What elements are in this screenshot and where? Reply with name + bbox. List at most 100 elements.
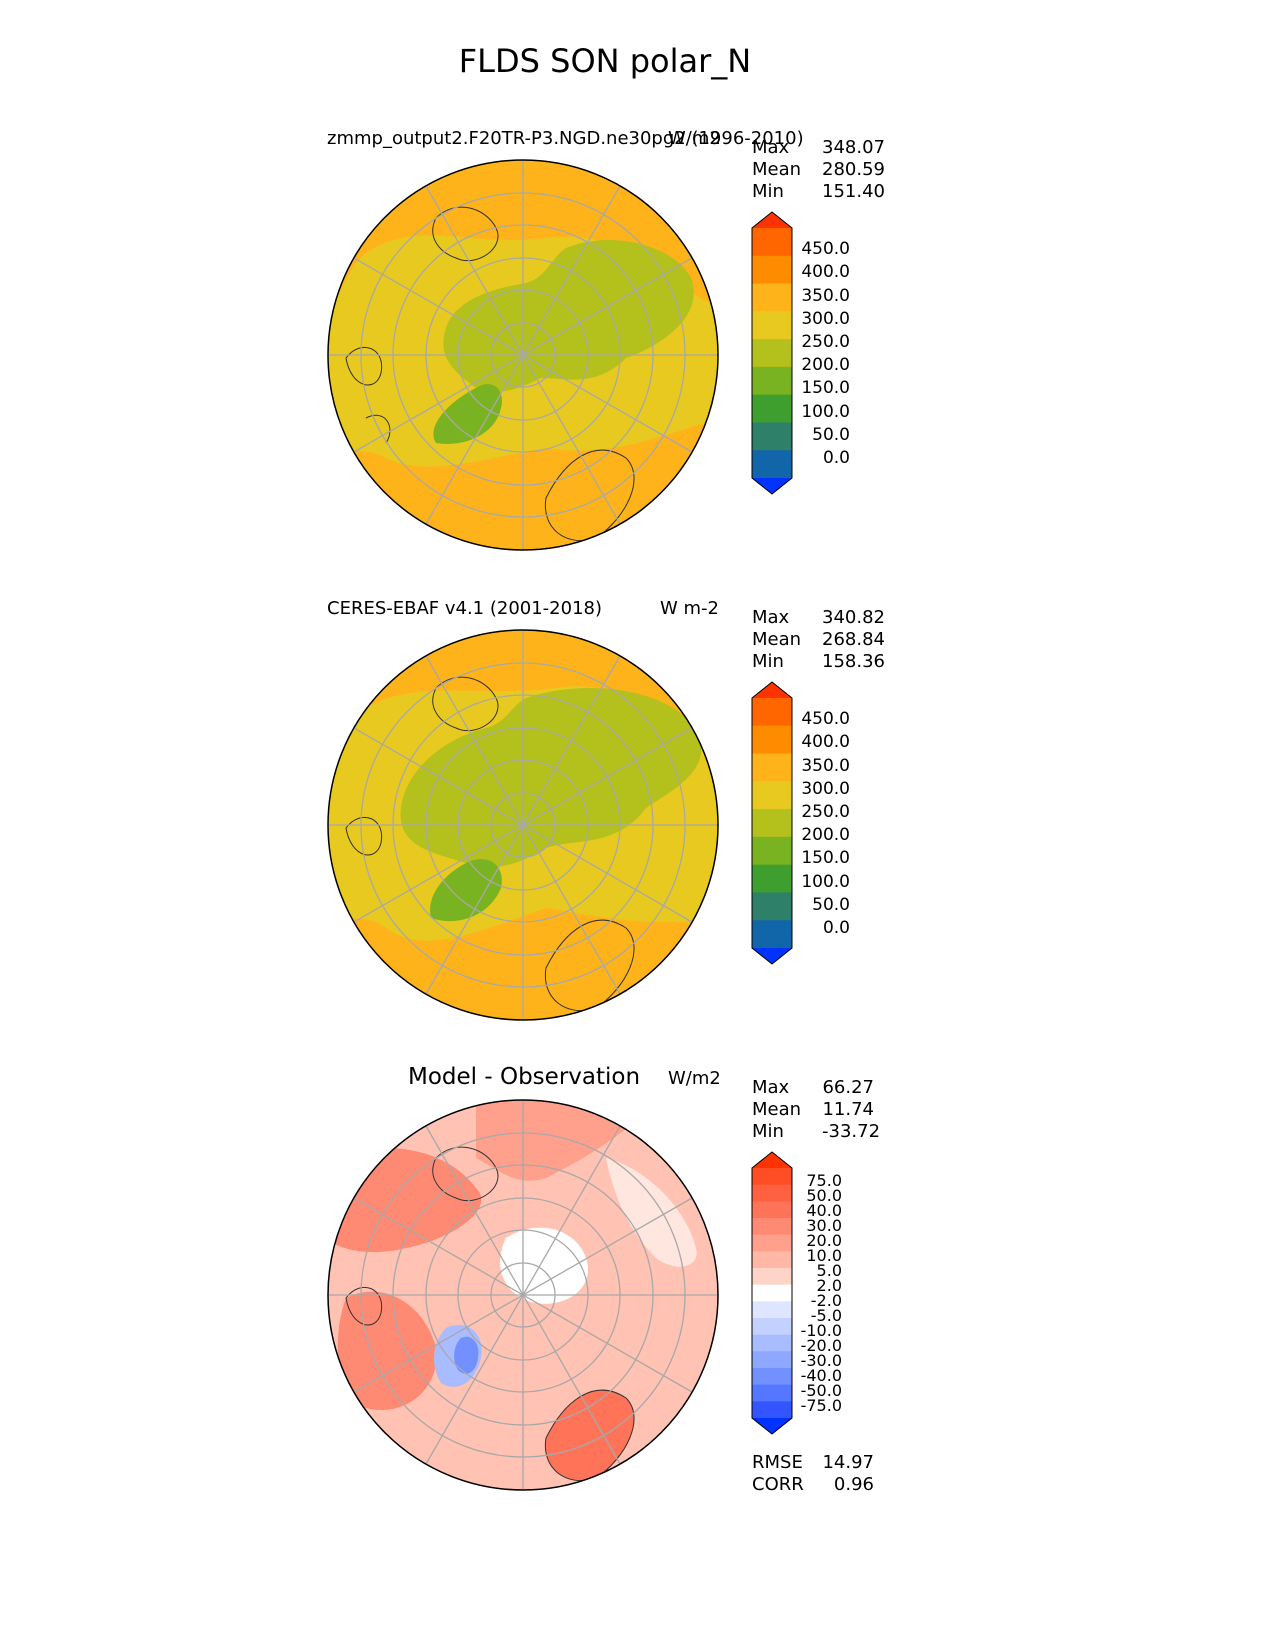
cb-tick: 40.0 — [806, 1201, 842, 1220]
panel2-units: W m-2 — [660, 598, 720, 619]
panel2-stats: Max 340.82 Mean 268.84 Min 158.36 — [752, 607, 885, 673]
max-value: 66.27 — [822, 1077, 874, 1098]
colorbar-segment — [752, 339, 792, 368]
cb-tick: 300.0 — [801, 309, 850, 329]
cb-tick: 0.0 — [822, 448, 850, 468]
colorbar-segment — [752, 864, 792, 893]
colorbar-segment — [752, 1301, 792, 1319]
cb-tick: 250.0 — [801, 802, 850, 822]
mean-label: Mean — [752, 629, 802, 650]
max-label: Max — [752, 607, 790, 628]
cb-tick: -30.0 — [800, 1351, 842, 1370]
colorbar-segment — [752, 1168, 792, 1186]
colorbar-extension-bottom — [752, 1418, 792, 1434]
colorbar-extension-bottom — [752, 948, 792, 964]
mean-label: Mean — [752, 1099, 802, 1120]
colorbar-segment — [752, 1368, 792, 1386]
max-value: 348.07 — [822, 137, 885, 158]
panel2-colorbar — [751, 681, 793, 965]
colorbar-segment — [752, 809, 792, 838]
cb-tick: 100.0 — [801, 402, 850, 422]
corr-label: CORR — [752, 1474, 804, 1495]
colorbar-segment — [752, 781, 792, 810]
max-value: 340.82 — [822, 607, 885, 628]
colorbar-segment — [752, 311, 792, 340]
mean-value: 11.74 — [822, 1099, 874, 1120]
max-label: Max — [752, 137, 790, 158]
colorbar-extension-bottom — [752, 478, 792, 494]
cb-tick: 20.0 — [806, 1231, 842, 1250]
cb-tick: 450.0 — [801, 709, 850, 729]
panel1-units: W/m2 — [668, 128, 721, 149]
panel1-stats: Max 348.07 Mean 280.59 Min 151.40 — [752, 137, 885, 203]
colorbar-segment — [752, 1201, 792, 1219]
panel1-colorbar — [751, 211, 793, 495]
panel3-colorbar — [751, 1151, 793, 1435]
cb-tick: 5.0 — [816, 1261, 842, 1280]
cb-tick: 200.0 — [801, 355, 850, 375]
figure-title: FLDS SON polar_N — [458, 42, 752, 80]
colorbar-segment — [752, 228, 792, 257]
colorbar-segment — [752, 698, 792, 727]
cb-tick: 450.0 — [801, 239, 850, 259]
max-label: Max — [752, 1077, 790, 1098]
cb-tick: 75.0 — [806, 1171, 842, 1190]
colorbar-segment — [752, 836, 792, 866]
colorbar-extension-top — [752, 1152, 792, 1168]
panel1-title: zmmp_output2.F20TR-P3.NGD.ne30pg2 (1996-… — [327, 128, 804, 149]
colorbar-segment — [752, 920, 792, 949]
panel3-title: Model - Observation — [408, 1064, 641, 1090]
colorbar-segment — [752, 1284, 792, 1302]
cb-tick: 50.0 — [806, 1186, 842, 1205]
colorbar-segment — [752, 422, 792, 451]
colorbar-segment — [752, 1384, 792, 1402]
cb-tick: -20.0 — [800, 1336, 842, 1355]
colorbar-outline — [751, 211, 793, 495]
panel3-stats: Max 66.27 Mean 11.74 Min -33.72 — [752, 1077, 880, 1143]
colorbar-segment — [752, 753, 792, 782]
cb-tick: 50.0 — [812, 425, 850, 445]
colorbar-segment — [752, 1234, 792, 1252]
colorbar-segment — [752, 283, 792, 312]
min-label: Min — [752, 1121, 784, 1142]
colorbar-extension-top — [752, 682, 792, 698]
colorbar-segment — [752, 450, 792, 479]
min-value: 158.36 — [822, 651, 885, 672]
cb-tick: 2.0 — [816, 1276, 842, 1295]
colorbar-segment — [752, 1268, 792, 1286]
colorbar-extension-top — [752, 212, 792, 228]
colorbar-segment — [752, 1318, 792, 1336]
min-value: 151.40 — [822, 181, 885, 202]
colorbar-segment — [752, 1251, 792, 1269]
min-label: Min — [752, 181, 784, 202]
colorbar-segment — [752, 366, 792, 396]
panel2-title: CERES-EBAF v4.1 (2001-2018) — [327, 598, 603, 619]
cb-tick: -40.0 — [800, 1366, 842, 1385]
cb-tick: 200.0 — [801, 825, 850, 845]
cb-tick: 400.0 — [801, 732, 850, 752]
colorbar-segment — [752, 892, 792, 921]
colorbar-segment — [752, 1218, 792, 1236]
colorbar-outline — [751, 1151, 793, 1435]
panel2-polar-map — [327, 629, 719, 1021]
panel1-polar-map — [327, 159, 719, 551]
colorbar-outline — [751, 681, 793, 965]
cb-tick: -75.0 — [800, 1396, 842, 1415]
panel3-polar-map — [327, 1099, 719, 1491]
cb-tick: -50.0 — [800, 1381, 842, 1400]
colorbar-segment — [752, 1334, 792, 1352]
cb-tick: 0.0 — [822, 918, 850, 938]
cb-tick: -2.0 — [810, 1291, 842, 1310]
cb-tick: 150.0 — [801, 378, 850, 398]
colorbar-segment — [752, 255, 792, 285]
cb-tick: 350.0 — [801, 286, 850, 306]
min-label: Min — [752, 651, 784, 672]
cb-tick: 350.0 — [801, 756, 850, 776]
rmse-label: RMSE — [752, 1452, 803, 1473]
colorbar-segment — [752, 1401, 792, 1419]
colorbar-segment — [752, 394, 792, 423]
corr-value: 0.96 — [833, 1474, 874, 1495]
cb-tick: 150.0 — [801, 848, 850, 868]
cb-tick: -10.0 — [800, 1321, 842, 1340]
cb-tick: 30.0 — [806, 1216, 842, 1235]
